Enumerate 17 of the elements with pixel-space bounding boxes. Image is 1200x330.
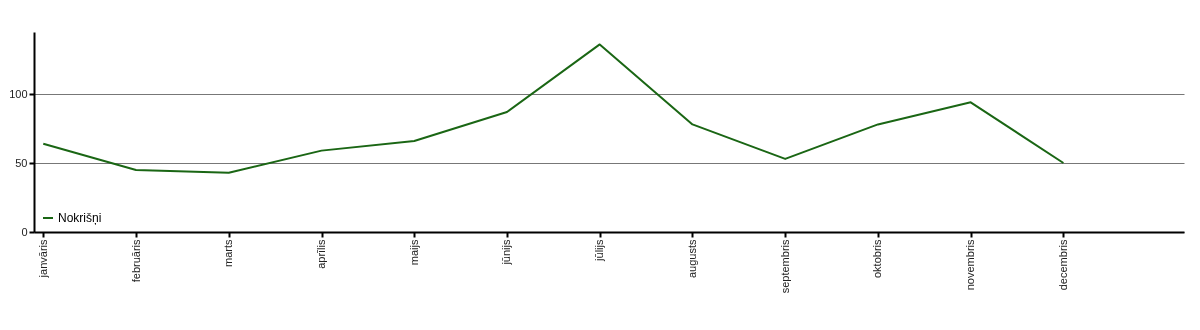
x-tick-label: marts bbox=[222, 239, 235, 267]
x-tick-label: janvāris bbox=[36, 239, 49, 279]
x-tick-label: maijs bbox=[407, 239, 420, 266]
y-tick-label: 0 bbox=[21, 225, 28, 238]
x-tick-label: jūlijs bbox=[593, 239, 606, 262]
x-tick-label: oktobris bbox=[871, 239, 884, 279]
line-series bbox=[42, 43, 1065, 174]
x-tick-label: augusts bbox=[685, 239, 698, 279]
x-tick-label: decembris bbox=[1056, 239, 1069, 291]
x-tick-label: septembris bbox=[778, 239, 791, 294]
x-tick-label: novembris bbox=[964, 239, 977, 291]
x-tick-label: februāris bbox=[129, 239, 142, 283]
legend-label: Nokrišņi bbox=[58, 211, 102, 225]
y-tick-label: 100 bbox=[9, 87, 28, 100]
y-tick-label: 50 bbox=[15, 156, 28, 169]
x-tick-label: aprīlis bbox=[315, 239, 327, 269]
x-tick-label: jūnijs bbox=[500, 239, 513, 266]
